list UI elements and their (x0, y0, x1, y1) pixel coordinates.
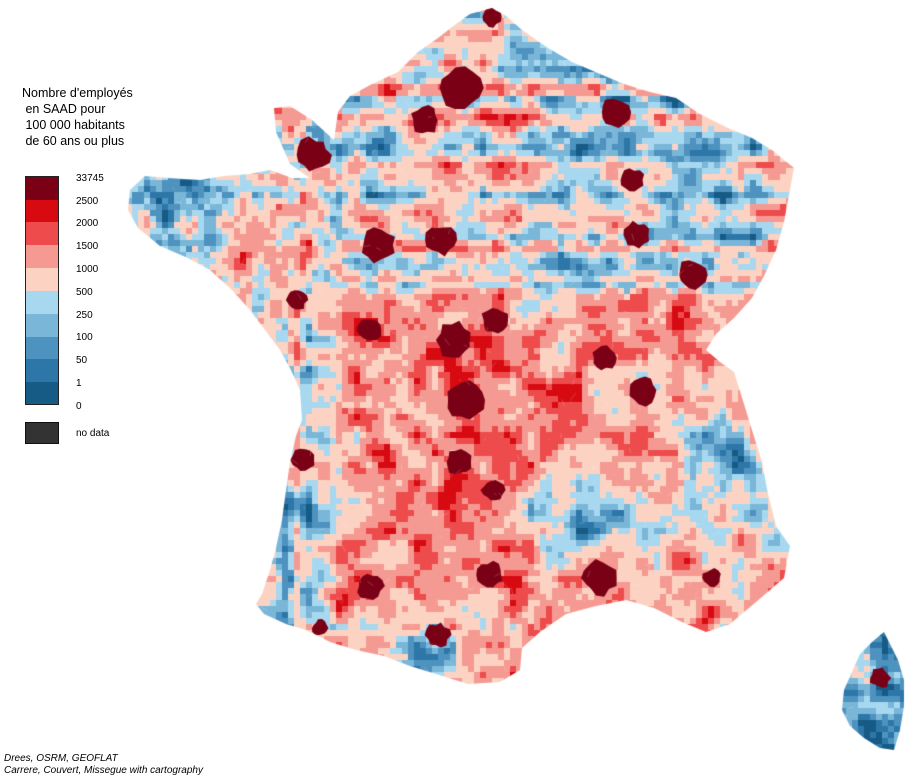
legend-label-1: 1 (76, 378, 82, 389)
legend-swatch-1500 (26, 245, 59, 268)
legend-label-33745: 33745 (76, 173, 104, 184)
legend-swatch-2500 (26, 200, 59, 223)
legend-swatch-1 (26, 382, 59, 405)
legend-swatch-100 (26, 337, 59, 360)
legend-label-2000: 2000 (76, 218, 99, 229)
legend-label-100: 100 (76, 332, 93, 343)
legend-label-1000: 1000 (76, 264, 99, 275)
legend-label-1500: 1500 (76, 241, 99, 252)
legend-label-2500: 2500 (76, 196, 99, 207)
cartography-credit: Carrere, Couvert, Missegue with cartogra… (4, 765, 203, 776)
legend-swatch-1000 (26, 268, 59, 291)
legend-label-no-data: no data (76, 428, 110, 439)
legend-label-0: 0 (76, 401, 82, 412)
source-credit: Drees, OSRM, GEOFLAT (4, 753, 118, 764)
legend-label-500: 500 (76, 287, 93, 298)
legend-title: Nombre d'employés en SAAD pour 100 000 h… (22, 86, 133, 148)
legend-swatch-33745 (26, 177, 59, 200)
legend-label-250: 250 (76, 310, 93, 321)
legend-swatch-no-data (25, 422, 59, 444)
legend-label-50: 50 (76, 355, 88, 366)
legend-swatch-250 (26, 314, 59, 337)
legend-swatch-50 (26, 359, 59, 382)
legend-swatch-2000 (26, 222, 59, 245)
legend-swatch-500 (26, 291, 59, 314)
